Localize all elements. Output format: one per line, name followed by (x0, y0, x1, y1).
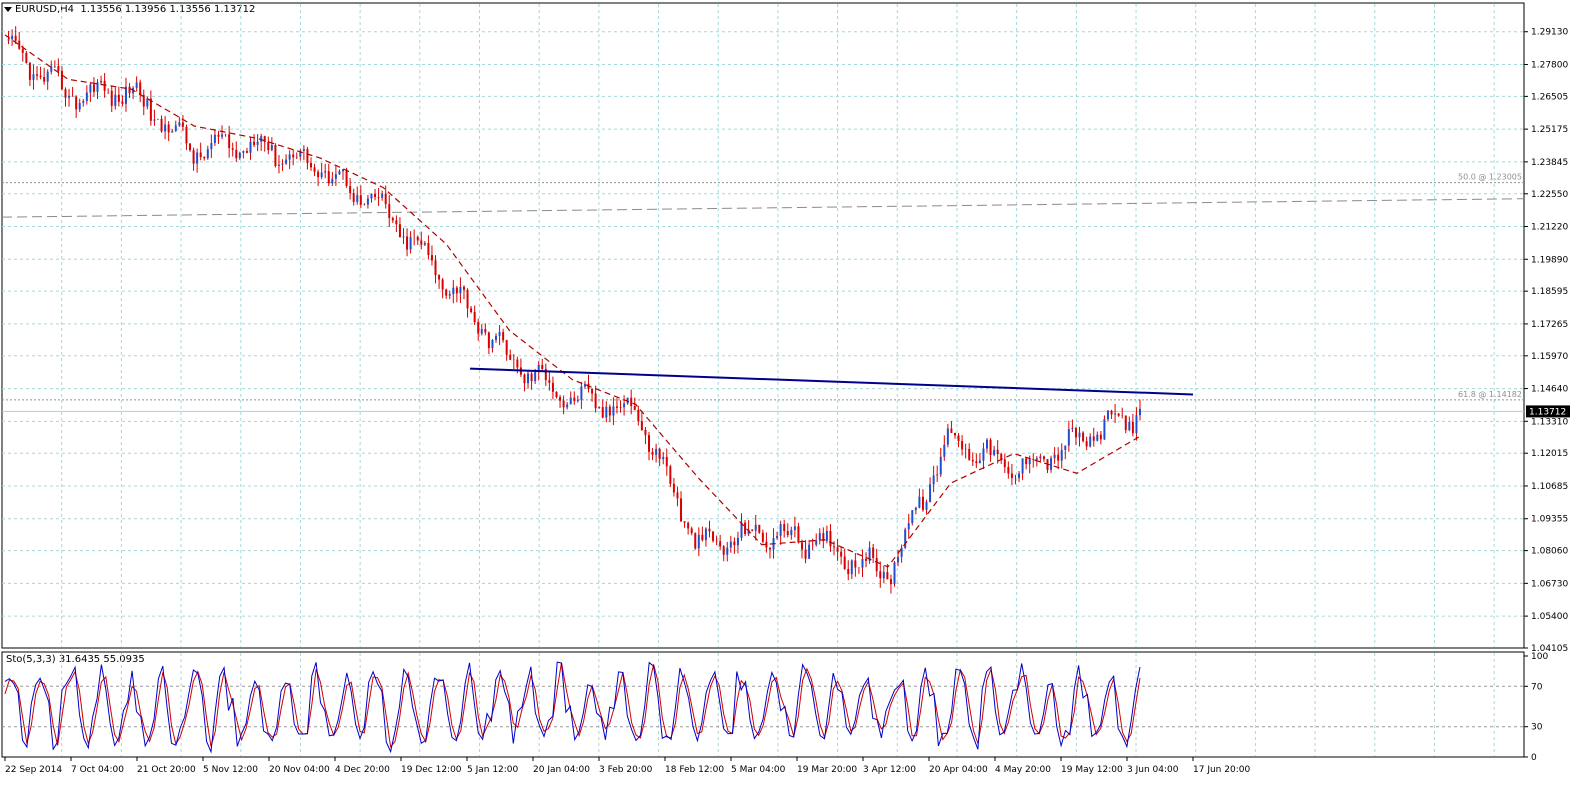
y-tick-label: 1.14640 (1531, 385, 1568, 395)
dropdown-triangle-icon[interactable] (4, 6, 12, 12)
x-tick-label: 21 Oct 20:00 (137, 765, 196, 775)
y-tick-label: 1.13310 (1531, 417, 1568, 427)
x-tick-label: 3 Apr 12:00 (863, 765, 916, 775)
y-tick-label: 1.27800 (1531, 60, 1568, 70)
symbol-label: EURUSD,H4 (15, 4, 75, 15)
y-tick-label: 1.25175 (1531, 125, 1568, 135)
x-tick-label: 3 Feb 20:00 (599, 765, 653, 775)
x-tick-label: 5 Nov 12:00 (203, 765, 258, 775)
stoch-y-tick-label: 0 (1531, 753, 1537, 763)
resistance-trendline[interactable] (469, 367, 1194, 396)
fib-level-label: 61.8 @ 1.14182 (1458, 390, 1522, 399)
y-tick-label: 1.04105 (1531, 644, 1568, 654)
y-tick-label: 1.08060 (1531, 547, 1568, 557)
y-tick-label: 1.18595 (1531, 287, 1568, 297)
y-tick-label: 1.12015 (1531, 449, 1568, 459)
y-tick-label: 1.06730 (1531, 579, 1568, 589)
y-tick-label: 1.09355 (1531, 515, 1568, 525)
fib-level-label: 50.0 @ 1.23005 (1458, 173, 1522, 182)
bid-price-box (1526, 405, 1570, 418)
stoch-signal-line (4, 662, 1141, 748)
x-tick-label: 5 Jan 12:00 (467, 765, 519, 775)
x-tick-label: 19 May 12:00 (1061, 765, 1123, 775)
y-tick-label: 1.05400 (1531, 612, 1568, 622)
moving-average-line (4, 34, 1141, 568)
x-tick-label: 20 Jan 04:00 (533, 765, 590, 775)
y-tick-label: 1.29130 (1531, 28, 1568, 38)
x-tick-label: 22 Sep 2014 (5, 765, 62, 775)
x-tick-label: 4 Dec 20:00 (335, 765, 390, 775)
stochastic-label: Sto(5,3,3) 31.6435 55.0935 (6, 654, 145, 665)
y-tick-label: 1.17265 (1531, 320, 1568, 330)
y-tick-label: 1.10685 (1531, 482, 1568, 492)
stoch-y-tick-label: 70 (1531, 682, 1543, 692)
x-tick-label: 20 Nov 04:00 (269, 765, 330, 775)
x-tick-label: 17 Jun 20:00 (1193, 765, 1250, 775)
ohlc-readout: 1.13556 1.13956 1.13556 1.13712 (80, 4, 256, 15)
stoch-y-tick-label: 100 (1531, 652, 1548, 662)
x-tick-label: 19 Dec 12:00 (401, 765, 462, 775)
bid-price-label: 1.13712 (1529, 407, 1566, 417)
stoch-main-line (4, 661, 1141, 754)
y-tick-label: 1.23845 (1531, 158, 1568, 168)
long-ma-line (1, 198, 1525, 218)
main-plot-frame (1, 2, 1525, 649)
x-tick-label: 3 Jun 04:00 (1127, 765, 1179, 775)
x-tick-label: 19 Mar 20:00 (797, 765, 857, 775)
y-tick-label: 1.19890 (1531, 255, 1568, 265)
y-tick-label: 1.26505 (1531, 92, 1568, 102)
x-tick-label: 4 May 20:00 (995, 765, 1051, 775)
y-tick-label: 1.22550 (1531, 190, 1568, 200)
indicator-frame (1, 651, 1525, 758)
chart-header: EURUSD,H4 1.13556 1.13956 1.13556 1.1371… (4, 4, 255, 15)
x-tick-label: 20 Apr 04:00 (929, 765, 988, 775)
stoch-y-tick-label: 30 (1531, 723, 1543, 733)
x-tick-label: 18 Feb 12:00 (665, 765, 724, 775)
x-tick-label: 7 Oct 04:00 (71, 765, 124, 775)
x-tick-label: 5 Mar 04:00 (731, 765, 786, 775)
y-tick-label: 1.15970 (1531, 352, 1568, 362)
y-tick-label: 1.21220 (1531, 223, 1568, 233)
